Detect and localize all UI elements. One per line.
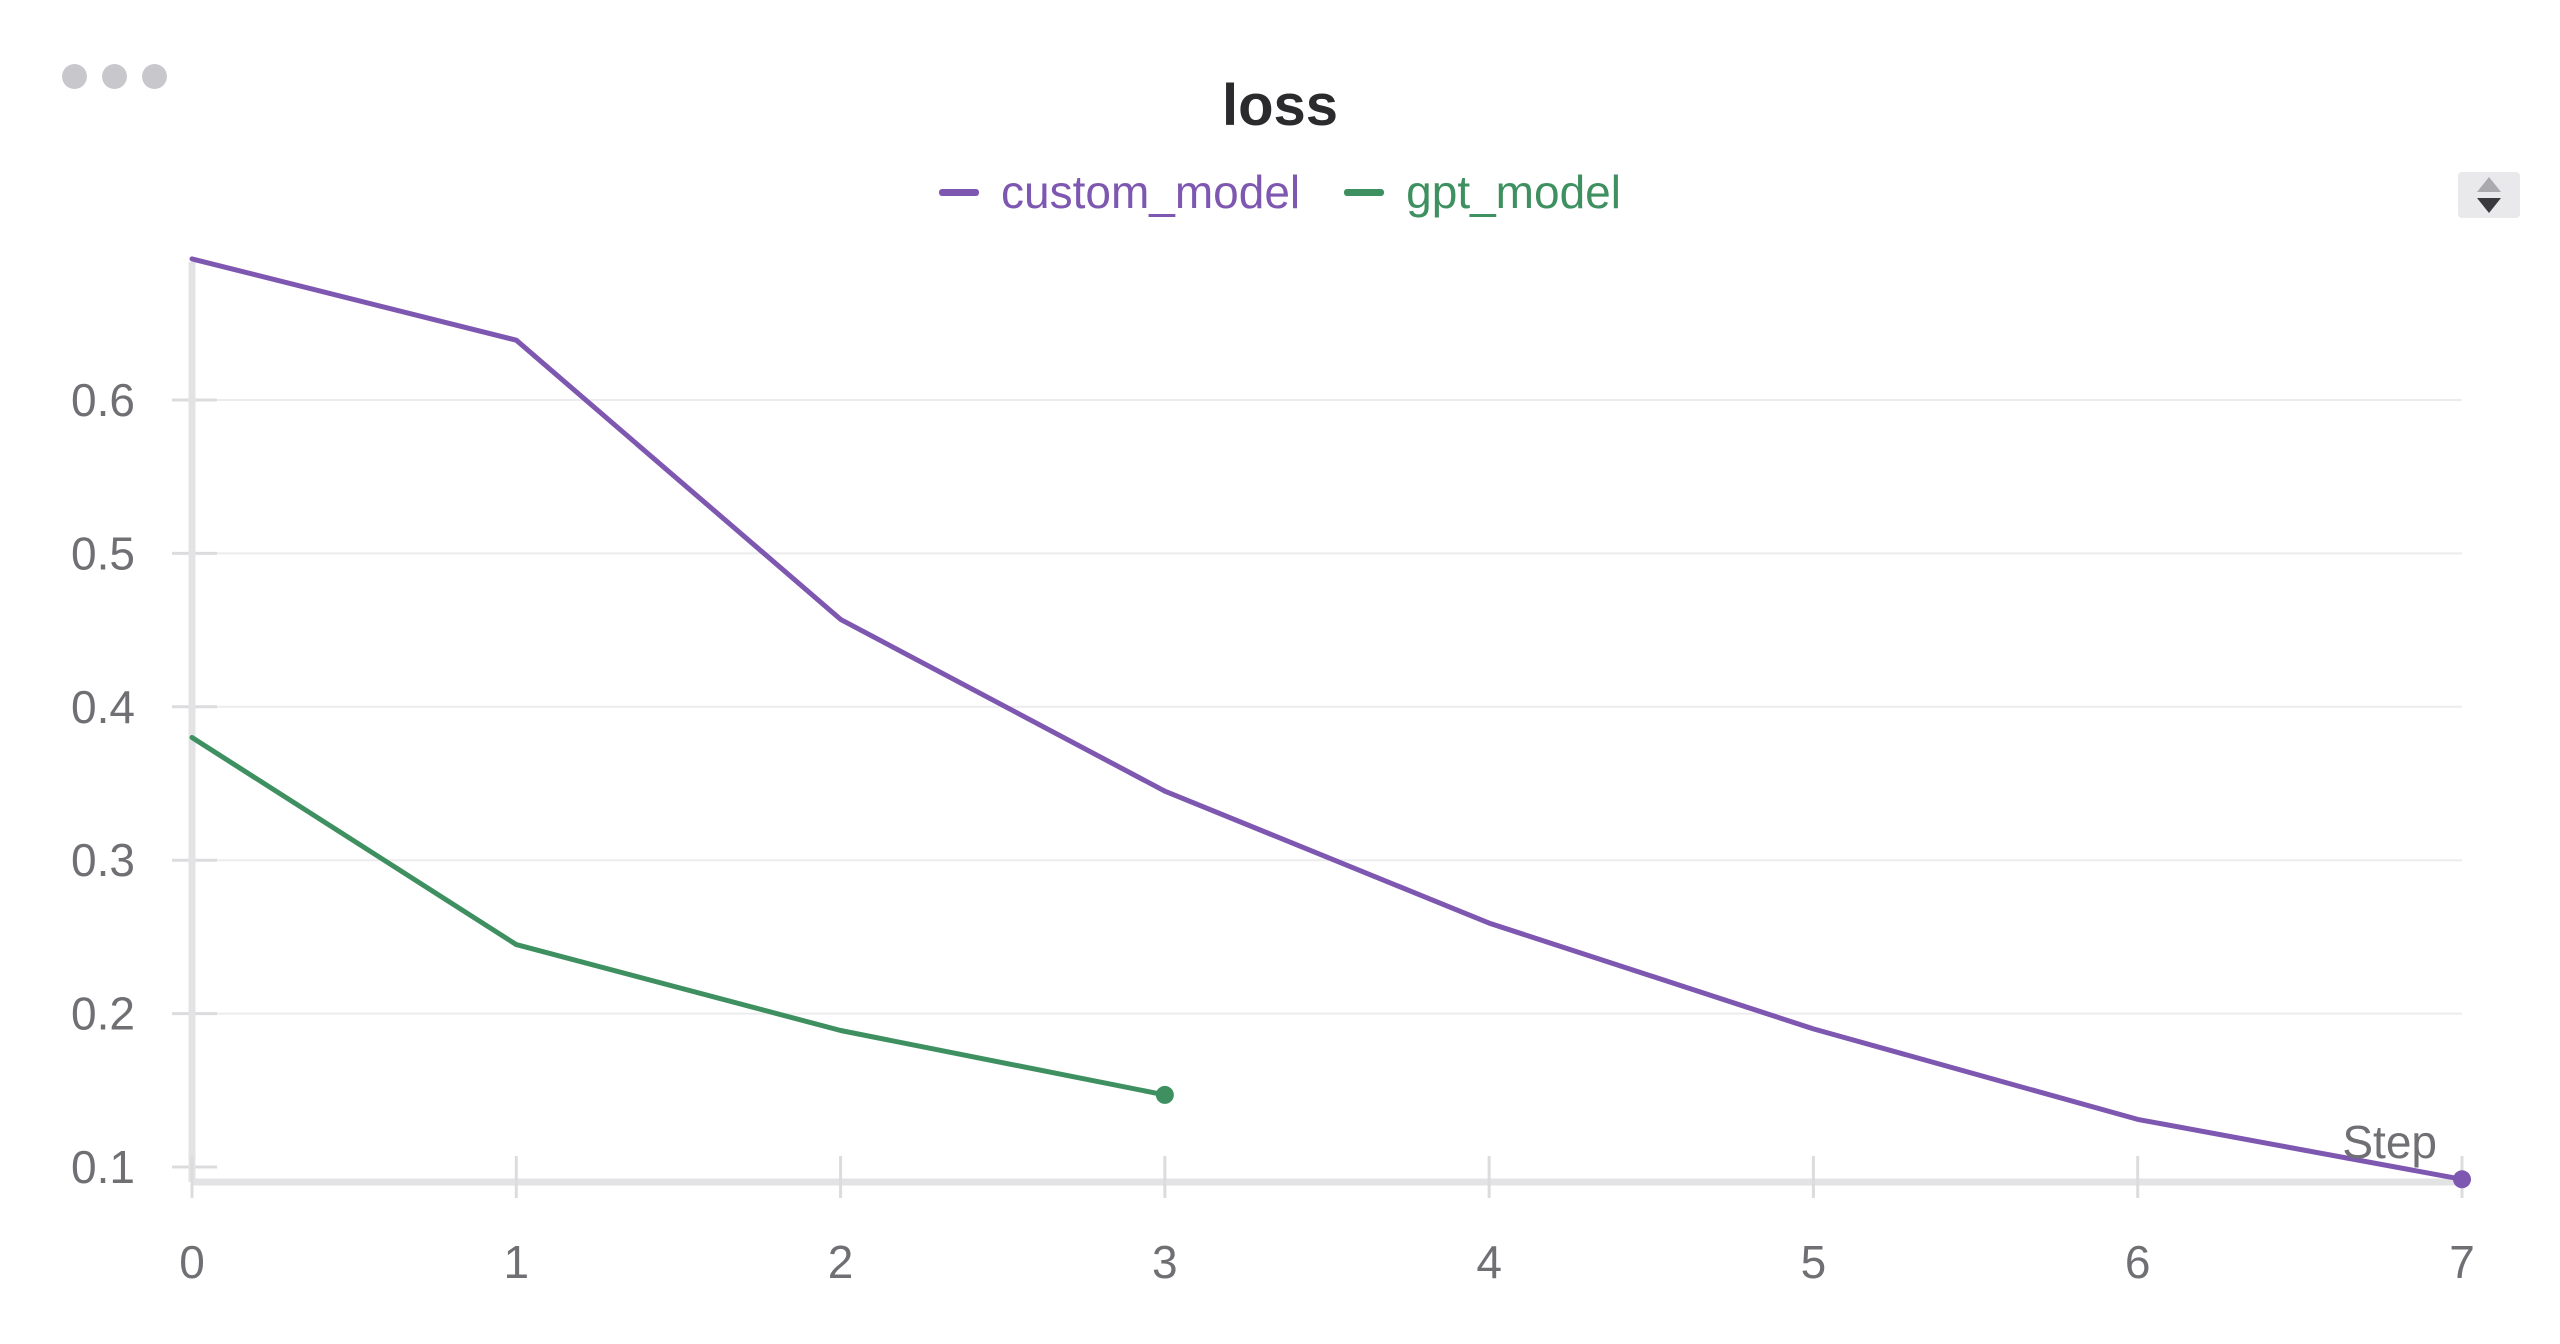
legend-item-gpt-model[interactable]: gpt_model bbox=[1344, 165, 1621, 219]
y-tick-label: 0.6 bbox=[71, 374, 135, 426]
y-tick-label: 0.5 bbox=[71, 527, 135, 579]
more-options-icon[interactable] bbox=[62, 64, 167, 89]
legend-swatch-gpt-model bbox=[1344, 188, 1385, 196]
y-tick-label: 0.4 bbox=[71, 681, 135, 733]
legend-item-custom-model[interactable]: custom_model bbox=[939, 165, 1300, 219]
x-tick-label: 5 bbox=[1801, 1236, 1827, 1288]
legend: custom_model gpt_model bbox=[0, 165, 2560, 219]
x-tick-label: 0 bbox=[179, 1236, 205, 1288]
y-tick-label: 0.1 bbox=[71, 1141, 135, 1193]
series-line-custom-model bbox=[189, 256, 2465, 1182]
series-end-point-custom-model bbox=[2453, 1170, 2471, 1189]
dot bbox=[142, 64, 167, 89]
arrow-down-icon bbox=[2477, 198, 2501, 213]
dot bbox=[102, 64, 127, 89]
x-tick-label: 1 bbox=[503, 1236, 529, 1288]
x-tick-label: 2 bbox=[828, 1236, 854, 1288]
dot bbox=[62, 64, 87, 89]
x-tick-label: 3 bbox=[1152, 1236, 1178, 1288]
x-tick-label: 4 bbox=[1476, 1236, 1502, 1288]
legend-label-gpt-model: gpt_model bbox=[1406, 166, 1621, 218]
series-end-point-gpt-model bbox=[1155, 1085, 1174, 1104]
series-line-gpt-model bbox=[189, 735, 1168, 1098]
x-tick-label: 6 bbox=[2125, 1236, 2151, 1288]
y-tick-label: 0.3 bbox=[71, 834, 135, 886]
arrow-up-icon bbox=[2477, 177, 2501, 192]
legend-label-custom-model: custom_model bbox=[1001, 166, 1301, 218]
legend-scroll-button[interactable] bbox=[2458, 172, 2520, 218]
x-tick-label: 7 bbox=[2449, 1236, 2475, 1288]
chart-title: loss bbox=[1221, 73, 1339, 138]
x-axis-label: Step bbox=[2342, 1116, 2437, 1168]
y-tick-label: 0.2 bbox=[71, 988, 135, 1040]
legend-swatch-custom-model bbox=[939, 188, 980, 196]
